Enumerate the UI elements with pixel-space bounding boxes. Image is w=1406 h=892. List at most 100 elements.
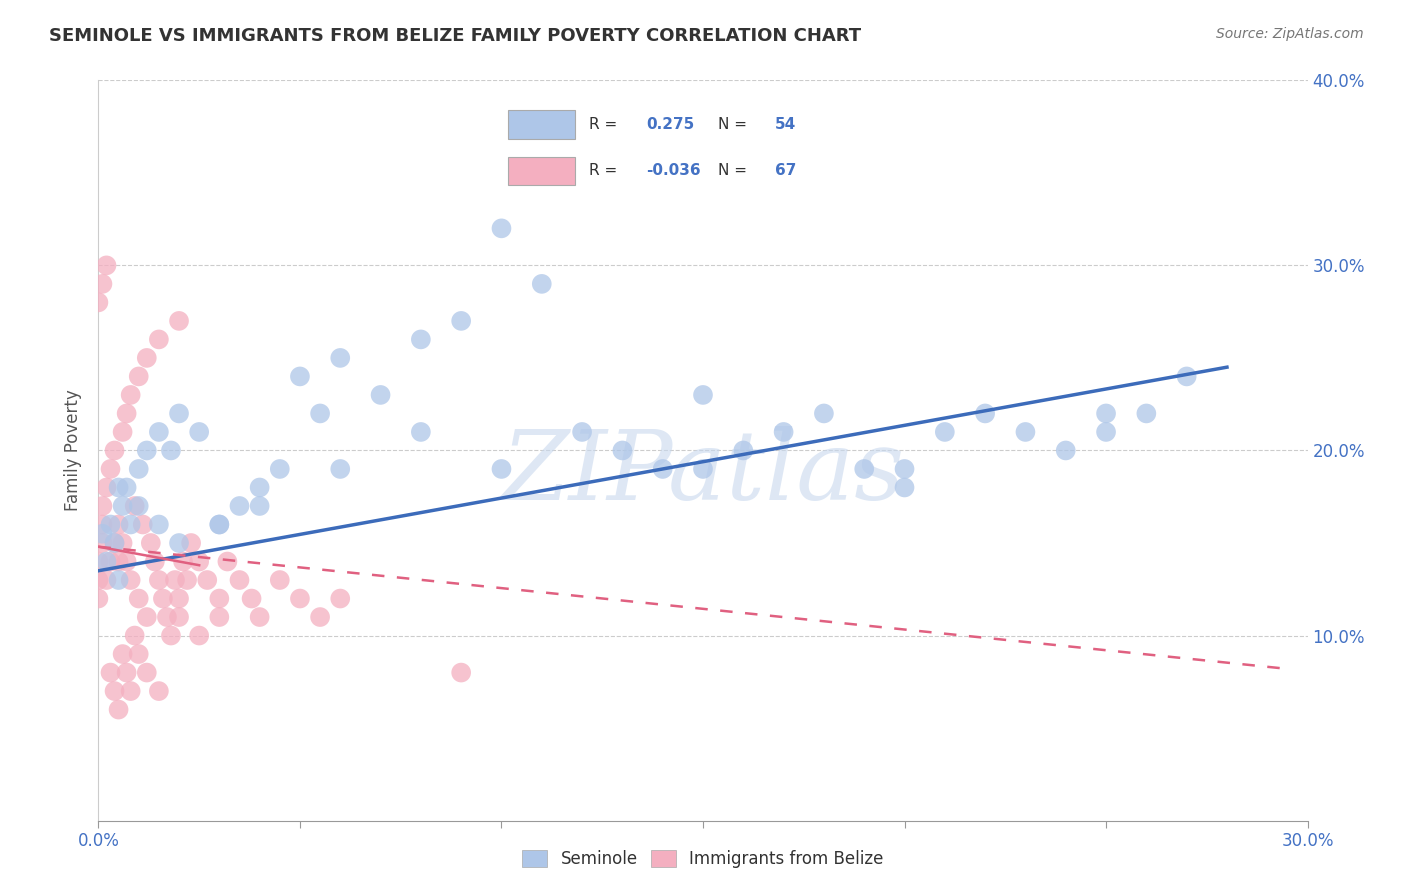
Point [107,554,129,569]
Point [87,573,110,587]
Point [288,369,311,384]
Y-axis label: Family Poverty: Family Poverty [65,390,83,511]
Point [1014,425,1036,439]
Point [120,388,142,402]
Point [893,462,915,476]
Point [249,610,271,624]
Point [120,573,142,587]
Point [249,481,271,495]
Text: SEMINOLE VS IMMIGRANTS FROM BELIZE FAMILY POVERTY CORRELATION CHART: SEMINOLE VS IMMIGRANTS FROM BELIZE FAMIL… [49,27,862,45]
Point [813,407,835,421]
Point [208,591,231,606]
Point [148,517,170,532]
Point [491,221,513,235]
Point [612,443,634,458]
Point [370,388,392,402]
Point [288,591,311,606]
Point [1095,425,1118,439]
Point [1054,443,1077,458]
Point [100,665,122,680]
Point [124,499,146,513]
Point [96,573,118,587]
Point [107,481,129,495]
Point [152,591,174,606]
Point [249,499,271,513]
Point [160,628,183,642]
Point [1175,369,1198,384]
Point [309,610,332,624]
Point [188,554,211,569]
Point [409,425,432,439]
Point [103,684,125,698]
Point [148,425,170,439]
Point [128,499,150,513]
Point [269,573,291,587]
Point [103,443,125,458]
Point [167,591,190,606]
Point [91,517,114,532]
Point [651,462,673,476]
Point [87,295,110,310]
Point [571,425,593,439]
Point [160,443,183,458]
Point [148,684,170,698]
Point [733,443,755,458]
Point [409,332,432,346]
Point [692,388,714,402]
Point [148,332,170,346]
Point [329,351,352,365]
Point [853,462,876,476]
Point [208,610,231,624]
Point [208,517,231,532]
Point [87,554,110,569]
Point [124,628,146,642]
Point [103,536,125,550]
Point [115,407,138,421]
Point [103,536,125,550]
Point [96,481,118,495]
Point [100,554,122,569]
Point [128,369,150,384]
Point [111,647,134,661]
Point [115,481,138,495]
Point [91,536,114,550]
Point [87,591,110,606]
Point [491,462,513,476]
Point [692,462,714,476]
Point [329,462,352,476]
Point [128,591,150,606]
Point [111,425,134,439]
Point [167,536,190,550]
Point [228,499,250,513]
Point [329,591,352,606]
Point [143,554,166,569]
Point [111,536,134,550]
Point [135,351,157,365]
Point [195,573,218,587]
Point [1135,407,1157,421]
Legend: Seminole, Immigrants from Belize: Seminole, Immigrants from Belize [516,843,890,875]
Point [91,277,114,291]
Point [135,665,157,680]
Point [172,554,194,569]
Point [1095,407,1118,421]
Point [107,573,129,587]
Point [100,517,122,532]
Point [240,591,263,606]
Point [91,499,114,513]
Point [135,443,157,458]
Point [176,573,198,587]
Point [120,684,142,698]
Point [139,536,162,550]
Point [91,526,114,541]
Point [167,610,190,624]
Point [167,314,190,328]
Point [107,517,129,532]
Text: Source: ZipAtlas.com: Source: ZipAtlas.com [1216,27,1364,41]
Point [115,554,138,569]
Point [107,703,129,717]
Point [100,462,122,476]
Point [974,407,997,421]
Point [96,259,118,273]
Point [120,517,142,532]
